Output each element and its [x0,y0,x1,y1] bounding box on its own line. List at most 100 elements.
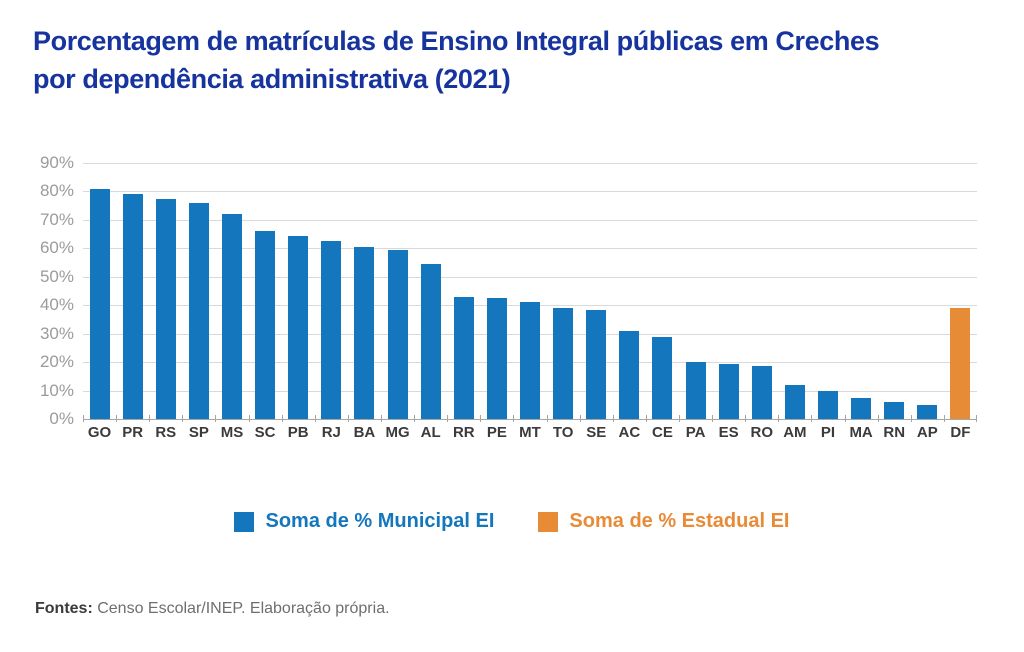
bar-chart-plot-area [83,163,977,422]
bar-ES [718,363,739,419]
bar-DF [950,308,971,419]
bar-MT [520,302,540,419]
y-axis-tick-label-60: 60% [39,238,74,258]
bar-AM [784,384,805,419]
gridline-70% [83,219,977,221]
bar-AP [917,404,938,419]
x-axis-label-MG: MG [385,424,410,441]
x-axis-label-SE: SE [586,424,607,441]
bar-MA [851,397,872,419]
x-axis-label-RS: RS [155,424,177,441]
y-axis-tick-label-30: 30% [39,323,74,343]
x-axis-label-CE: CE [652,424,673,441]
bar-AL [420,263,441,419]
x-axis-label-SP: SP [188,424,209,441]
x-axis-label-PI: PI [820,424,836,441]
bar-RS [155,198,176,419]
x-axis-label-AL: AL [420,424,441,441]
x-axis-tick [83,415,84,422]
x-axis-tick [943,415,945,422]
y-axis-tick-label-70: 70% [39,209,74,229]
x-axis-label-MS: MS [220,424,244,441]
x-axis-label-PR: PR [122,424,144,441]
x-axis-label-MA: MA [849,424,873,441]
x-axis-tick [546,415,548,422]
legend-item-estadual: Soma de % Estadual EI [538,510,790,533]
x-axis-tick [712,415,714,422]
x-axis-tick [844,415,846,422]
x-axis-label-RO: RO [750,424,774,441]
y-axis-tick-label-40: 40% [39,295,74,315]
x-axis-tick [778,415,780,422]
x-axis-tick [480,415,482,422]
page-title: Porcentagem de matrículas de Ensino Inte… [33,22,880,98]
gridline-50% [83,276,977,278]
x-axis-tick [248,415,250,422]
x-axis-label-AP: AP [916,424,938,441]
bar-BA [354,246,375,419]
x-axis-tick [215,415,217,422]
x-axis-tick [182,415,184,422]
x-axis-tick [513,415,515,422]
y-axis-tick-label-50: 50% [39,266,74,286]
source-note-label: Fontes: [35,600,93,617]
bar-MS [222,214,242,419]
chart-legend: Soma de % Municipal EI Soma de % Estadua… [0,510,1024,533]
x-axis-label-DF: DF [950,424,971,441]
x-axis-tick [612,415,614,422]
x-axis-label-PE: PE [486,424,507,441]
x-axis-label-MT: MT [519,424,541,441]
bar-TO [553,308,574,419]
bar-GO [89,188,110,419]
x-axis-label-TO: TO [552,424,574,441]
x-axis-tick [281,415,283,422]
x-axis-tick [447,415,449,422]
bar-CE [652,336,673,419]
x-axis-tick [116,415,118,422]
x-axis-tick [877,415,879,422]
bar-PB [288,235,309,419]
legend-label-municipal: Soma de % Municipal EI [265,510,495,532]
bar-RN [884,401,905,419]
source-note: Fontes: Censo Escolar/INEP. Elaboração p… [35,600,390,618]
x-axis-label-RN: RN [883,424,906,441]
x-axis-label-BA: BA [353,424,376,441]
x-axis-tick [579,415,581,422]
x-axis-tick [910,415,912,422]
legend-label-estadual: Soma de % Estadual EI [569,510,790,532]
x-axis-tick [679,415,680,422]
gridline-90% [83,163,977,164]
y-axis-tick-label-10: 10% [39,380,74,400]
x-axis-label-ES: ES [718,424,739,441]
x-axis-tick [314,415,316,422]
gridline-60% [83,248,977,250]
bar-RJ [321,241,342,419]
x-axis-tick [745,415,747,422]
legend-item-municipal: Soma de % Municipal EI [234,510,494,533]
bar-PI [818,390,838,419]
page-title-line1: Porcentagem de matrículas de Ensino Inte… [33,26,880,56]
x-axis-label-RJ: RJ [321,424,341,441]
x-axis-tick [976,415,977,422]
x-axis-label-AC: AC [618,424,641,441]
y-axis-tick-label-0: 0% [49,409,74,428]
x-axis-tick [645,415,647,422]
bar-RO [751,366,772,419]
x-axis-label-PA: PA [685,424,706,441]
bar-MG [387,249,408,419]
bar-PR [122,194,143,419]
gridline-80% [83,191,977,193]
y-axis-tick-label-20: 20% [39,352,74,372]
estadual-series-swatch [538,511,559,532]
bar-SC [255,231,276,419]
source-note-text: Censo Escolar/INEP. Elaboração própria. [92,600,390,617]
x-axis-tick [149,415,151,422]
x-axis-label-SC: SC [254,424,276,441]
x-axis-label-AM: AM [783,424,807,441]
x-axis-tick [414,415,416,422]
bar-AC [619,330,640,419]
bar-SP [188,202,209,419]
x-axis-tick [381,415,382,422]
y-axis-tick-label-80: 80% [39,181,74,201]
